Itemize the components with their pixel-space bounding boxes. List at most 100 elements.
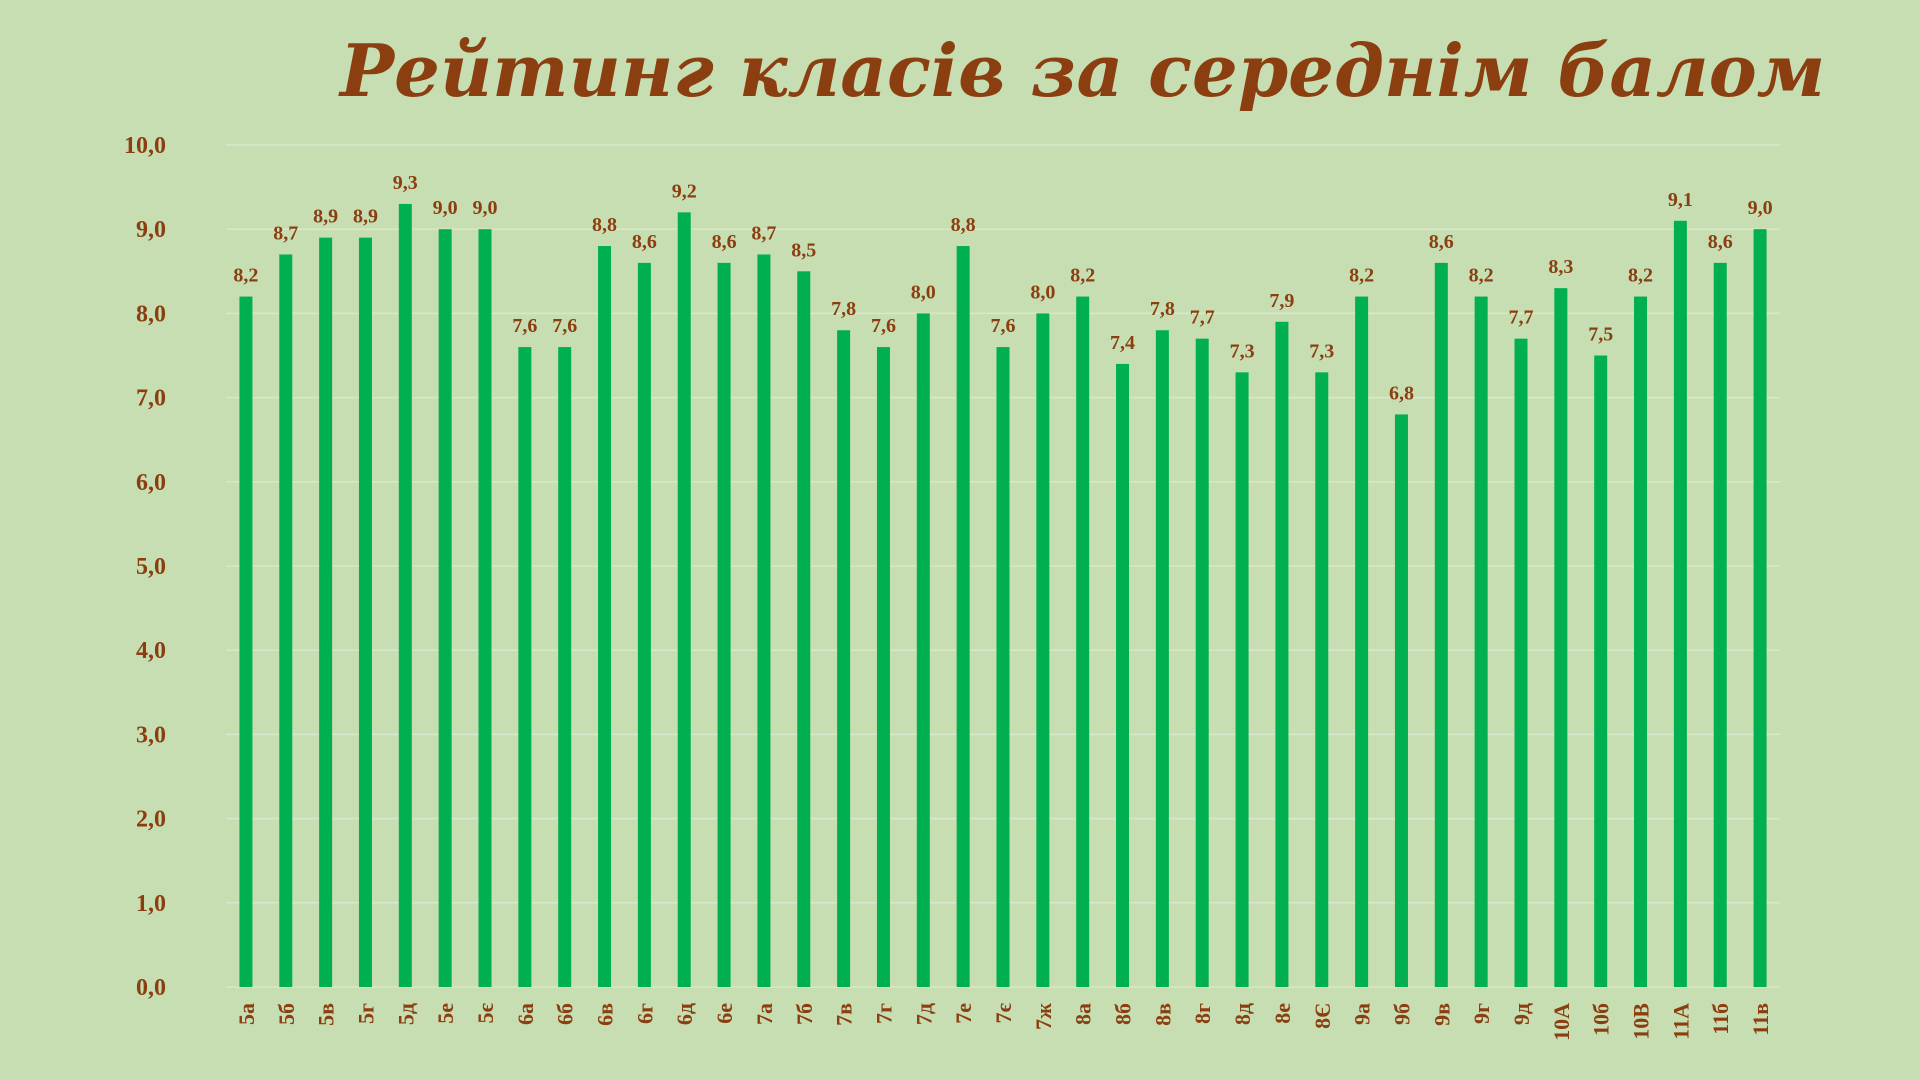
x-tick-label: 7г (871, 1003, 896, 1024)
data-label: 9,0 (473, 197, 498, 219)
x-tick-label: 8б (1111, 1003, 1136, 1025)
bar (478, 229, 492, 987)
x-tick-label: 10б (1589, 1003, 1614, 1036)
x-tick-label: 8д (1230, 1003, 1255, 1025)
data-label: 8,6 (1429, 231, 1454, 253)
data-label: 7,5 (1588, 324, 1613, 346)
bar (1394, 414, 1408, 987)
y-tick-label: 1,0 (136, 891, 166, 917)
x-tick-label: 9в (1429, 1003, 1454, 1026)
x-tick-label: 5є (473, 1003, 498, 1024)
bar (1195, 338, 1209, 987)
data-label: 8,0 (911, 281, 936, 303)
x-tick-label: 8в (1150, 1003, 1175, 1026)
x-tick-label: 5а (234, 1003, 259, 1025)
bar (1713, 262, 1727, 987)
data-label: 8,2 (233, 265, 258, 287)
bar (1076, 296, 1090, 987)
bar (1753, 229, 1767, 987)
data-label: 9,0 (1748, 197, 1773, 219)
bar (1434, 262, 1448, 987)
x-tick-label: 7в (832, 1003, 857, 1026)
bar (1235, 372, 1249, 988)
x-tick-label: 6в (593, 1003, 618, 1026)
bar (837, 330, 851, 987)
data-label: 7,8 (831, 298, 856, 320)
bar (1275, 321, 1289, 987)
data-label: 7,6 (991, 315, 1016, 337)
data-label: 8,3 (1548, 256, 1573, 278)
y-tick-label: 7,0 (136, 386, 166, 412)
bar (358, 237, 372, 987)
bar (1634, 296, 1648, 987)
data-label: 6,8 (1389, 382, 1414, 404)
bar (797, 271, 811, 987)
x-tick-label: 6б (553, 1003, 578, 1025)
x-tick-label: 6д (672, 1003, 697, 1025)
x-tick-label: 5е (433, 1003, 458, 1024)
x-tick-label: 9д (1509, 1003, 1534, 1025)
data-label: 8,2 (1349, 265, 1374, 287)
bar (1474, 296, 1488, 987)
data-label: 7,4 (1110, 332, 1135, 354)
x-tick-label: 9г (1469, 1003, 1494, 1024)
bar (637, 262, 651, 987)
x-tick-label: 11в (1748, 1003, 1773, 1036)
bar (956, 246, 970, 988)
bar (398, 203, 412, 987)
bar (876, 347, 890, 988)
x-tick-label: 8а (1071, 1003, 1096, 1025)
bar (996, 347, 1010, 988)
x-tick-label: 11А (1668, 1003, 1693, 1040)
y-tick-label: 5,0 (136, 554, 166, 580)
x-tick-label: 10В (1629, 1003, 1654, 1040)
bar (1554, 288, 1568, 987)
data-label: 8,2 (1628, 265, 1653, 287)
bar (598, 246, 612, 988)
data-label: 7,3 (1309, 340, 1334, 362)
data-label: 9,3 (393, 172, 418, 194)
bar (1514, 338, 1528, 987)
x-tick-label: 5д (393, 1003, 418, 1025)
x-tick-label: 7е (951, 1003, 976, 1024)
data-label: 7,8 (1150, 298, 1175, 320)
x-tick-label: 7а (752, 1003, 777, 1025)
bar (438, 229, 452, 987)
data-label: 8,8 (951, 214, 976, 236)
x-tick-label: 8е (1270, 1003, 1295, 1024)
y-tick-label: 2,0 (136, 807, 166, 833)
y-tick-label: 3,0 (136, 722, 166, 748)
x-tick-label: 10А (1549, 1003, 1574, 1041)
bar (1355, 296, 1369, 987)
bar (1673, 220, 1687, 987)
data-label: 8,5 (791, 239, 816, 261)
x-tick-label: 8г (1190, 1003, 1215, 1024)
bar (1036, 313, 1050, 987)
data-label: 8,6 (632, 231, 657, 253)
x-tick-label: 5г (353, 1003, 378, 1024)
bar (757, 254, 771, 987)
data-label: 8,6 (712, 231, 737, 253)
data-label: 8,9 (313, 206, 338, 228)
x-tick-label: 7ж (1031, 1003, 1056, 1030)
bar (1594, 355, 1608, 987)
bar (1315, 372, 1329, 988)
data-label: 9,2 (672, 180, 697, 202)
data-label: 8,0 (1030, 281, 1055, 303)
y-tick-label: 4,0 (136, 638, 166, 664)
x-tick-label: 7є (991, 1003, 1016, 1024)
data-label: 8,6 (1708, 231, 1733, 253)
data-label: 7,9 (1269, 290, 1294, 312)
bar (239, 296, 253, 987)
data-label: 7,6 (552, 315, 577, 337)
bar (518, 347, 532, 988)
y-tick-label: 0,0 (136, 975, 166, 1001)
bar (916, 313, 930, 987)
data-label: 8,2 (1469, 265, 1494, 287)
x-tick-label: 6е (712, 1003, 737, 1024)
bar (319, 237, 333, 987)
y-tick-label: 9,0 (136, 217, 166, 243)
y-tick-label: 6,0 (136, 470, 166, 496)
